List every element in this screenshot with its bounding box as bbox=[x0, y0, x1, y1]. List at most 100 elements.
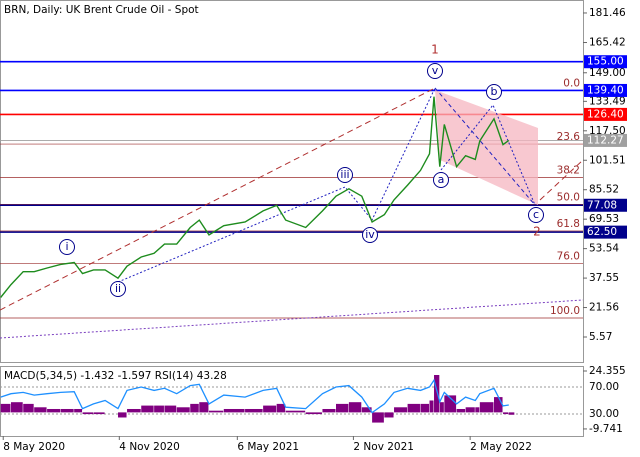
y-tick-label: 37.55 bbox=[589, 272, 619, 284]
rsi-line bbox=[0, 378, 509, 414]
channel-line bbox=[0, 87, 436, 311]
macd-bar bbox=[60, 408, 74, 413]
rsi-tick-label: 70.00 bbox=[589, 381, 619, 393]
x-tick-label: 6 May 2021 bbox=[237, 441, 299, 453]
wave-label: c bbox=[533, 208, 539, 221]
indicator-title: MACD(5,34,5) -1.432 -1.597 RSI(14) 43.28 bbox=[4, 370, 227, 382]
wave-label: i bbox=[65, 240, 68, 253]
wave-circle bbox=[528, 207, 544, 223]
macd-bar bbox=[361, 407, 372, 413]
y-tick-label: 181.46 bbox=[589, 7, 626, 19]
level-label: 139.40 bbox=[587, 84, 624, 96]
macd-bar bbox=[394, 407, 408, 413]
macd-bar bbox=[276, 403, 286, 413]
macd-bar bbox=[74, 408, 83, 413]
macd-tick-label: 24.355 bbox=[589, 365, 626, 377]
wave-circle bbox=[362, 227, 378, 243]
macd-bar bbox=[118, 412, 127, 418]
level-box bbox=[584, 55, 627, 69]
decor bbox=[0, 87, 584, 339]
macd-bar bbox=[444, 395, 457, 413]
macd-bar bbox=[154, 405, 164, 413]
fib-label: 23.6 bbox=[557, 131, 581, 143]
fib-label: 100.0 bbox=[550, 305, 580, 317]
y-tick-label: 53.54 bbox=[589, 243, 619, 255]
x-tick-label: 4 Nov 2020 bbox=[119, 441, 180, 453]
macd-bar bbox=[479, 402, 494, 413]
y-tick-label: 133.49 bbox=[589, 95, 626, 107]
level-box bbox=[584, 133, 627, 147]
macd-bar bbox=[503, 412, 509, 415]
level-label: 112.27 bbox=[587, 134, 624, 146]
wave-label: iii bbox=[340, 168, 349, 181]
chart-title: BRN, Daily: UK Brent Crude Oil - Spot bbox=[4, 4, 199, 16]
y-tick-label: 5.57 bbox=[589, 331, 612, 343]
wave-line bbox=[117, 87, 436, 283]
macd-bar bbox=[429, 400, 434, 413]
macd-bar bbox=[23, 403, 34, 413]
level-box bbox=[584, 198, 627, 212]
macd-bar bbox=[322, 408, 336, 413]
wave-label: 2 bbox=[533, 225, 541, 239]
macd-bar bbox=[127, 408, 141, 413]
macd-bar bbox=[245, 408, 263, 413]
y-tick-label: 149.00 bbox=[589, 67, 626, 79]
macd-tick-label: -9.741 bbox=[589, 423, 623, 435]
macd-bar bbox=[199, 402, 209, 413]
macd-bar bbox=[434, 375, 440, 413]
macd-bar bbox=[348, 402, 362, 413]
price-frame bbox=[0, 0, 584, 363]
level-label: 77.08 bbox=[587, 199, 617, 211]
macd-bar bbox=[420, 403, 430, 413]
wave-labels: i ii iii iv v a b c 1 2 bbox=[59, 43, 544, 297]
fib-label: 0.0 bbox=[563, 77, 580, 89]
level-box bbox=[584, 83, 627, 97]
wave-label: a bbox=[438, 173, 445, 186]
y-tick-label: 69.53 bbox=[589, 213, 619, 225]
macd-bar bbox=[456, 408, 466, 413]
wave-circle bbox=[433, 172, 449, 188]
macd-bar bbox=[223, 408, 245, 413]
macd-bar bbox=[176, 407, 190, 413]
wave-label: iv bbox=[365, 228, 375, 241]
wave-label: ii bbox=[115, 282, 121, 295]
fib-label: 38.2 bbox=[557, 164, 580, 176]
macd-bar bbox=[335, 403, 349, 413]
wave-label: v bbox=[432, 64, 439, 77]
indicator-frame bbox=[0, 366, 584, 437]
macd-bar bbox=[372, 412, 384, 423]
macd-bar bbox=[208, 410, 224, 413]
macd-bar bbox=[285, 410, 306, 413]
macd-bar bbox=[508, 412, 515, 415]
level-box bbox=[584, 225, 627, 239]
wave-label: b bbox=[491, 85, 498, 98]
macd-bar bbox=[439, 402, 444, 413]
fib-label: 76.0 bbox=[557, 250, 580, 262]
y-tick-label: 165.42 bbox=[589, 37, 626, 49]
fib-label: 61.8 bbox=[557, 218, 580, 230]
y-tick-label: 117.50 bbox=[589, 125, 626, 137]
macd-bar bbox=[475, 407, 480, 413]
wave-circle bbox=[486, 84, 502, 100]
macd-bar bbox=[190, 403, 199, 413]
macd-bar bbox=[10, 402, 23, 413]
x-tick-label: 2 May 2022 bbox=[470, 441, 532, 453]
rsi-tick-label: 30.00 bbox=[589, 408, 619, 420]
trend-line bbox=[0, 299, 584, 339]
wave-circle bbox=[427, 63, 443, 79]
fib-label: 50.0 bbox=[557, 191, 580, 203]
y-tick-label: 21.56 bbox=[589, 302, 619, 314]
macd-bar bbox=[384, 412, 394, 418]
macd-bar bbox=[34, 407, 47, 413]
macd-bar bbox=[82, 412, 94, 415]
level-label: 155.00 bbox=[587, 56, 624, 68]
macd-bar bbox=[164, 405, 177, 413]
y-tick-label: 101.51 bbox=[589, 154, 626, 166]
wave-circle bbox=[59, 239, 75, 255]
macd-bar bbox=[47, 408, 61, 413]
level-box bbox=[584, 107, 627, 121]
macd-bar bbox=[494, 397, 503, 413]
macd-bar bbox=[93, 412, 105, 415]
